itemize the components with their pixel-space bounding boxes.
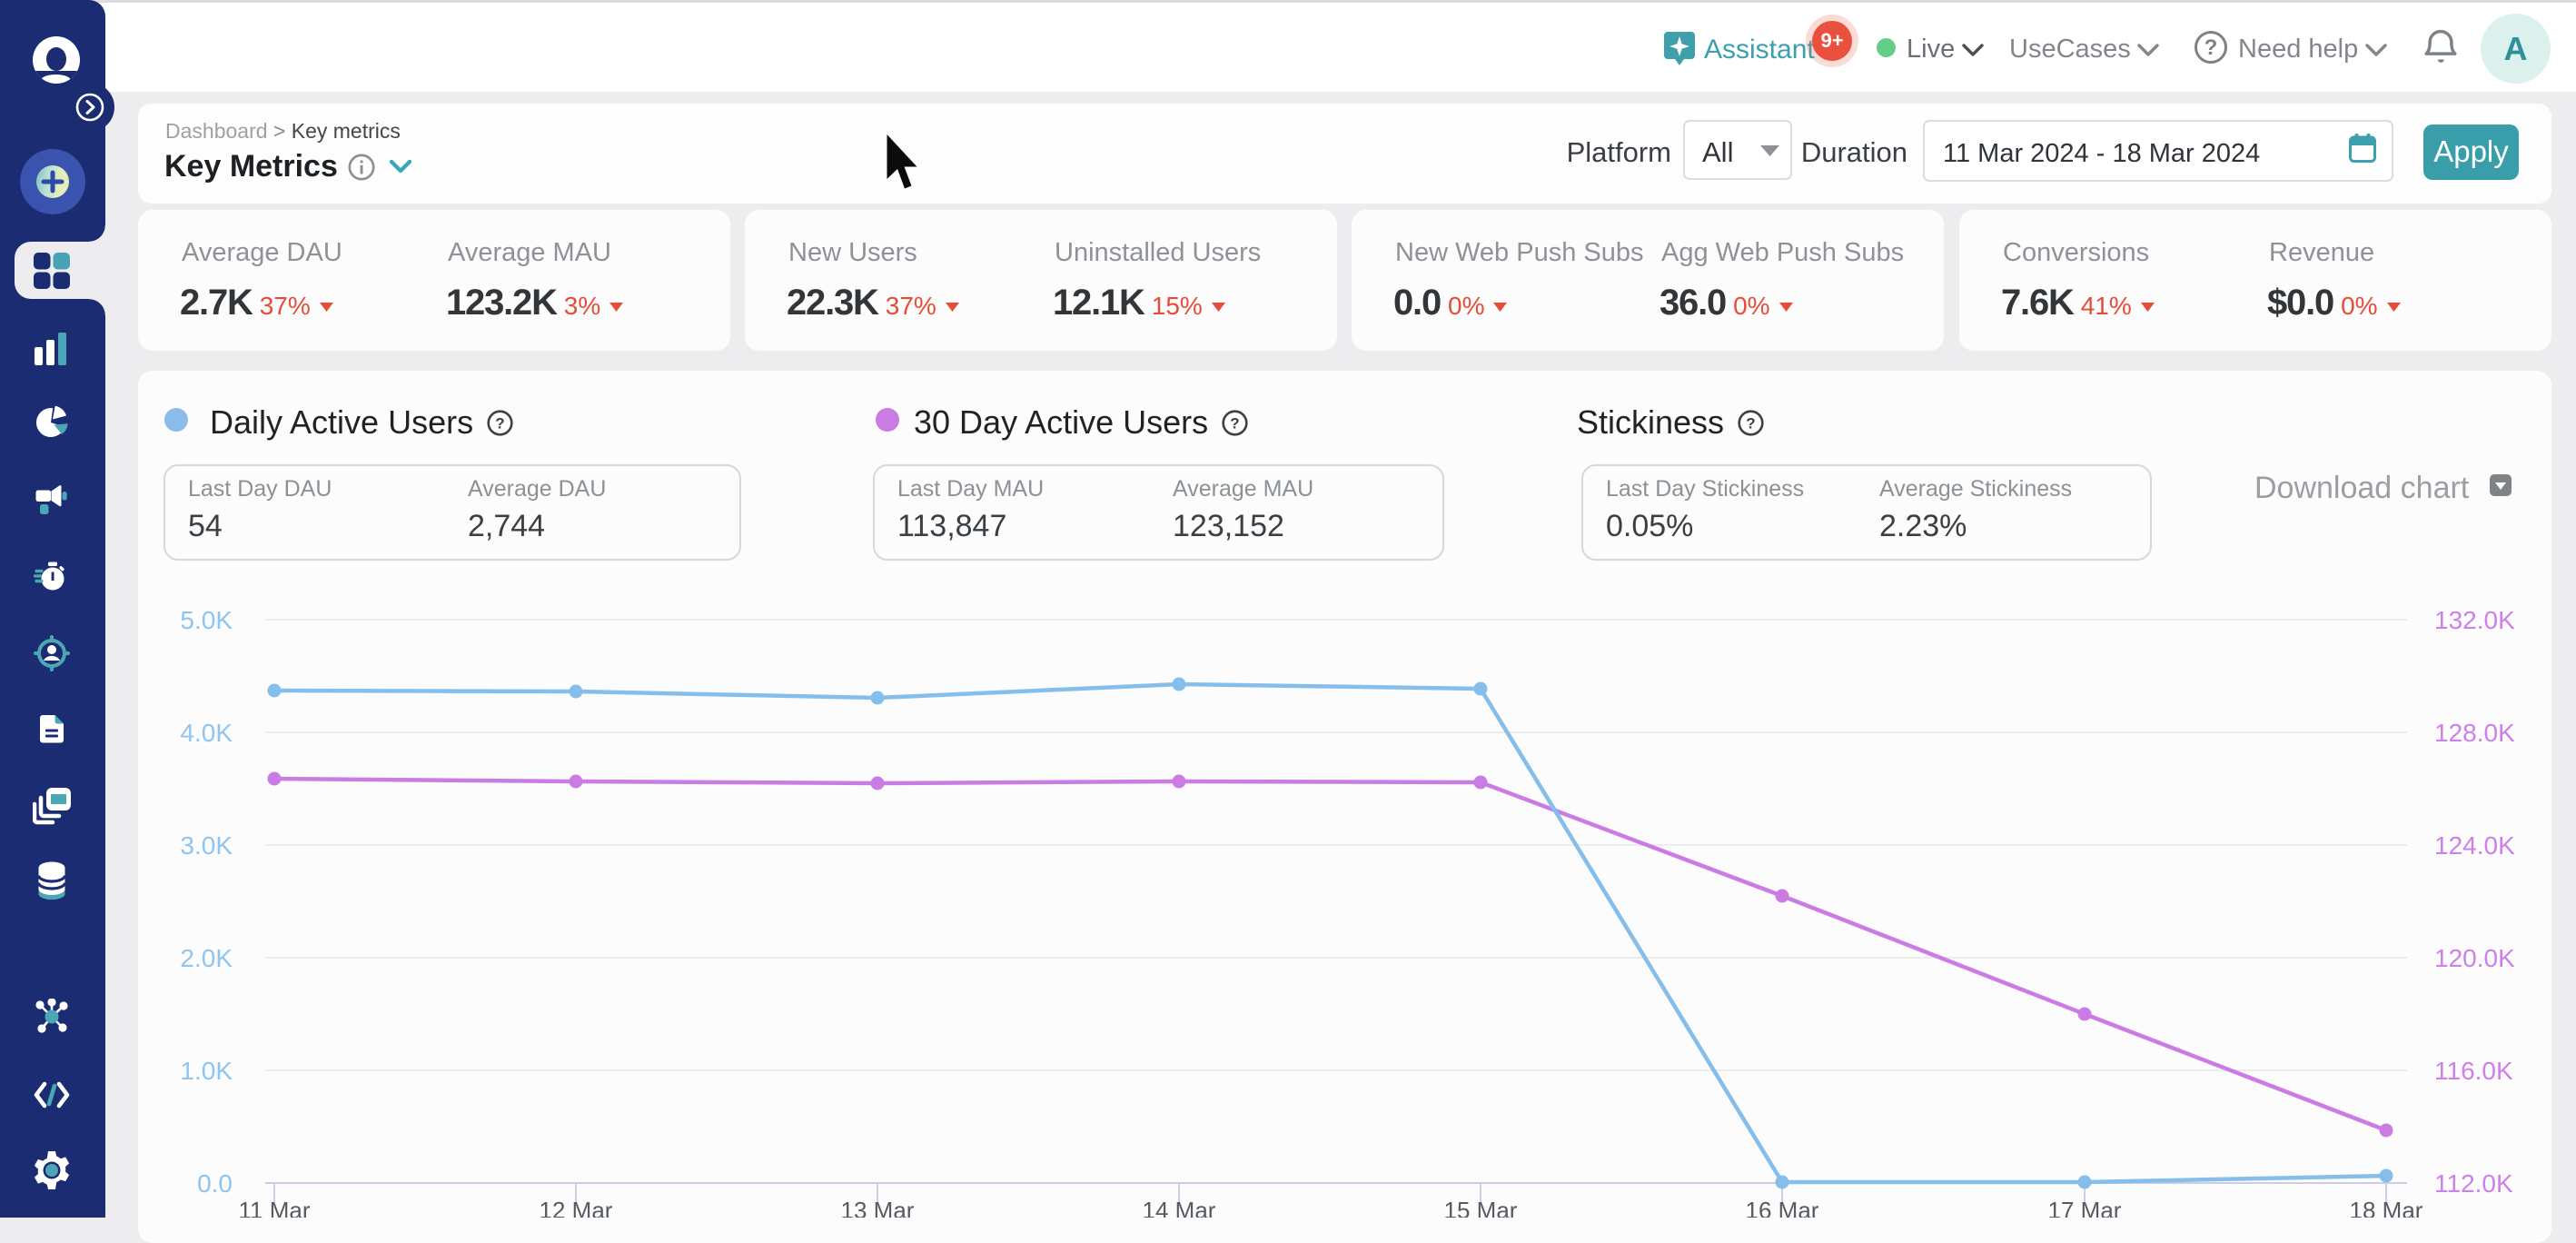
svg-text:0.0: 0.0	[197, 1169, 233, 1198]
svg-text:?: ?	[1746, 414, 1755, 432]
svg-text:13 Mar: 13 Mar	[841, 1197, 915, 1218]
svg-text:?: ?	[495, 414, 504, 432]
svg-text:128.0K: 128.0K	[2434, 719, 2515, 747]
svg-text:?: ?	[1230, 414, 1239, 432]
svg-text:14 Mar: 14 Mar	[1143, 1197, 1216, 1218]
svg-text:116.0K: 116.0K	[2434, 1057, 2513, 1085]
svg-text:2.0K: 2.0K	[180, 944, 233, 972]
svg-text:132.0K: 132.0K	[2434, 606, 2515, 634]
svg-text:17 Mar: 17 Mar	[2048, 1197, 2122, 1218]
svg-text:16 Mar: 16 Mar	[1746, 1197, 1819, 1218]
svg-text:12 Mar: 12 Mar	[540, 1197, 613, 1218]
svg-text:5.0K: 5.0K	[180, 606, 233, 634]
svg-text:124.0K: 124.0K	[2434, 831, 2515, 860]
svg-text:11 Mar: 11 Mar	[239, 1197, 311, 1218]
svg-text:112.0K: 112.0K	[2434, 1169, 2513, 1198]
svg-text:3.0K: 3.0K	[180, 831, 233, 860]
svg-text:4.0K: 4.0K	[180, 719, 233, 747]
svg-text:120.0K: 120.0K	[2434, 944, 2515, 972]
svg-text:1.0K: 1.0K	[180, 1057, 233, 1085]
svg-text:18 Mar: 18 Mar	[2350, 1197, 2423, 1218]
svg-text:15 Mar: 15 Mar	[1444, 1197, 1518, 1218]
